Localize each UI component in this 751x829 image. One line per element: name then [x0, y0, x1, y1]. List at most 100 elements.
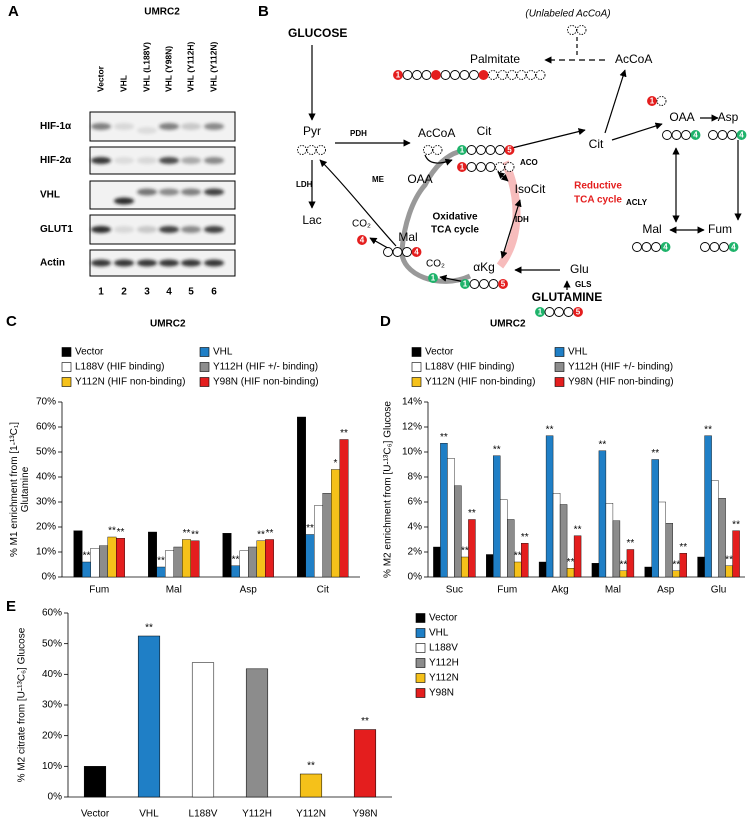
y-tick-label: 12% — [402, 422, 422, 433]
y-tick-label: 14% — [402, 397, 422, 408]
legend-swatch — [415, 658, 426, 668]
y-tick-label: 6% — [408, 497, 423, 508]
reductive-path — [496, 160, 521, 269]
y-tick-label: 8% — [408, 472, 423, 483]
significance: ** — [725, 554, 733, 565]
significance: ** — [183, 528, 191, 539]
carbon-atom — [498, 279, 508, 289]
blot-band — [159, 157, 179, 164]
y-tick-label: 40% — [42, 669, 62, 680]
significance: ** — [117, 527, 125, 538]
bar — [566, 568, 575, 578]
y-tick-label: 50% — [36, 447, 56, 458]
blot-band — [204, 123, 224, 130]
blot-band — [159, 188, 179, 196]
blot-band — [91, 259, 111, 267]
blot-band — [204, 259, 224, 267]
legend-swatch — [411, 347, 422, 357]
significance: ** — [546, 424, 554, 435]
significance: ** — [266, 528, 274, 539]
isotope-number: 1 — [460, 163, 465, 172]
legend-label: VHL — [568, 347, 588, 358]
lane-label: VHL (Y112H) — [185, 41, 195, 92]
bar — [612, 520, 621, 578]
enzyme-label: PDH — [350, 129, 367, 138]
y-tick-label: 2% — [408, 547, 423, 558]
carbon-atom — [504, 162, 515, 172]
blot-band — [181, 259, 201, 267]
node-label: Mal — [642, 222, 661, 236]
significance: ** — [157, 556, 165, 567]
bar — [107, 536, 117, 578]
carbon-atom — [681, 130, 691, 140]
isotope-number: 1 — [431, 274, 436, 283]
carbon-atom — [708, 130, 718, 140]
carbon-atom — [495, 162, 505, 172]
carbon-atom — [316, 145, 326, 155]
significance: ** — [440, 432, 448, 443]
significance: ** — [232, 554, 240, 565]
isotope-number: 4 — [360, 236, 365, 245]
isotope-number: 4 — [739, 131, 744, 140]
enzyme-label: GLS — [575, 280, 592, 289]
y-tick-label: 10% — [36, 547, 56, 558]
carbon-atom — [383, 247, 393, 257]
legend-label: L188V — [429, 643, 458, 654]
bar — [679, 553, 687, 578]
carbon-atom — [641, 242, 652, 252]
blot-band — [204, 226, 224, 233]
carbon-atom — [647, 96, 657, 106]
lane-number: 5 — [188, 287, 194, 298]
legend-swatch — [411, 377, 422, 387]
bar — [99, 545, 108, 578]
carbon-atom — [479, 279, 489, 289]
legend-label: Vector — [75, 347, 104, 358]
x-tick-label: Vector — [81, 809, 110, 820]
blot-band — [159, 259, 179, 267]
bar — [182, 539, 191, 578]
legend-label: VHL — [213, 347, 233, 358]
carbon-atom — [662, 130, 672, 140]
carbon-atom — [700, 242, 710, 252]
bar — [658, 501, 666, 578]
node-label: AcCoA — [615, 52, 652, 66]
panel-letter: E — [6, 598, 16, 615]
lane-label: VHL (L188V) — [141, 42, 151, 92]
y-tick-label: 0% — [42, 572, 57, 583]
blot-band — [114, 259, 134, 267]
carbon-atom — [460, 279, 470, 289]
isotope-number: 5 — [501, 280, 506, 289]
significance: ** — [307, 761, 315, 772]
legend-label: VHL — [429, 628, 449, 639]
carbon-atom — [516, 70, 527, 80]
legend-label: Vector — [425, 347, 454, 358]
bar — [265, 539, 274, 578]
lane-label: VHL (Y112N) — [208, 41, 218, 92]
carbon-atom — [423, 145, 433, 155]
carbon-atom — [402, 70, 413, 80]
significance: ** — [704, 424, 712, 435]
blot-band — [181, 157, 201, 164]
carbon-atom — [660, 242, 671, 252]
enzyme-label: ME — [372, 175, 385, 184]
y-axis-label: % M2 enrichment from [U-¹³C₆] Glucose — [383, 401, 394, 578]
bar — [82, 561, 91, 578]
node-label: Mal — [398, 230, 417, 244]
bar — [598, 450, 607, 578]
panel-a: A UMRC2 Vector 1 VHL 2 VHL (L188V) 3 VHL (Y98N… — [8, 3, 236, 298]
carbon-atom — [573, 307, 583, 317]
carbon-atom — [432, 145, 443, 155]
blot-band — [114, 226, 134, 233]
panel-b: B GLUCOSE (Unlabeled AcCoA) — [258, 3, 747, 317]
x-tick-label: Akg — [551, 585, 568, 596]
legend-swatch — [554, 347, 565, 357]
bar — [697, 556, 705, 578]
bar — [552, 493, 561, 578]
y-axis-label: % M1 enrichment from [1-¹³C₁] — [9, 422, 20, 557]
enzyme-label: LDH — [296, 180, 313, 189]
carbon-atom — [632, 242, 642, 252]
carbon-atom — [459, 70, 470, 80]
blot-band — [137, 157, 157, 164]
isotope-number: 5 — [507, 146, 512, 155]
x-tick-label: Suc — [446, 585, 463, 596]
